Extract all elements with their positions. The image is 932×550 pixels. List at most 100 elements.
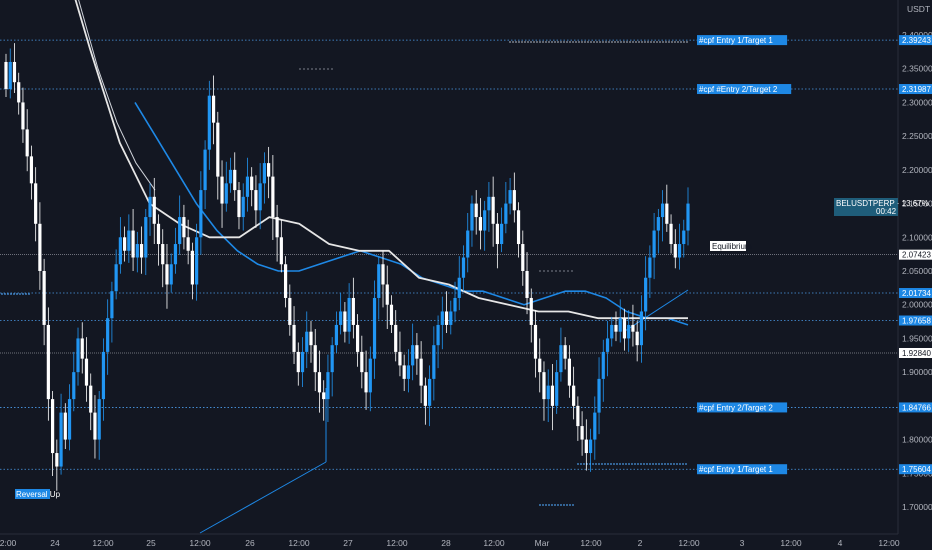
dot-marker [652, 463, 654, 465]
candle-body [38, 223, 42, 271]
dot-marker [13, 293, 15, 295]
dot-marker [587, 41, 589, 43]
candle-body [665, 203, 669, 224]
candle-body [470, 203, 474, 231]
candle-body [372, 297, 377, 359]
candle-body [182, 217, 186, 238]
candle-body [165, 264, 169, 285]
candle-body [241, 196, 245, 218]
dot-marker [571, 270, 573, 272]
candle-body [292, 324, 296, 352]
dot-marker [557, 41, 559, 43]
dot-marker [581, 41, 583, 43]
candle-body [601, 351, 605, 379]
dot-marker [670, 463, 672, 465]
x-tick-label: 12:00 [878, 538, 900, 548]
candle-body [440, 311, 444, 325]
candle-body [453, 297, 457, 312]
dot-marker [566, 504, 568, 506]
dot-marker [653, 41, 655, 43]
dot-marker [307, 68, 309, 70]
x-axis-ticks: 2:00 24 12:00 25 12:00 26 12:00 27 12:00 28 12:00 M… [0, 538, 900, 548]
level-price-text: 2.07423 [902, 251, 931, 260]
y-tick-label: 1.90000 [902, 367, 932, 377]
dot-marker [604, 463, 606, 465]
x-tick-label: 2 [638, 538, 643, 548]
candle-body [89, 385, 93, 413]
dot-marker [650, 41, 652, 43]
level-price-text: 1.84766 [902, 403, 931, 412]
level-note-tag [697, 84, 792, 95]
candle-body [563, 345, 567, 359]
dot-marker [539, 270, 541, 272]
x-tick-label: 12:00 [189, 538, 211, 548]
dot-marker [661, 463, 663, 465]
dot-marker [601, 463, 603, 465]
candle-body [326, 372, 330, 400]
dot-marker [577, 463, 579, 465]
dot-marker [566, 41, 568, 43]
candle-body [355, 324, 360, 352]
candle-body [300, 351, 305, 373]
dot-marker [641, 41, 643, 43]
y-tick-label: 2.05000 [902, 266, 932, 276]
candle-body [224, 183, 228, 204]
dot-marker [637, 463, 639, 465]
candle-body [42, 271, 46, 325]
candle-body [271, 176, 275, 218]
dot-marker [575, 41, 577, 43]
candle-body [59, 412, 63, 467]
level-price-text: 1.92840 [902, 349, 931, 358]
dot-marker [569, 41, 571, 43]
dot-marker [647, 41, 649, 43]
level-note-text: #cpf #Entry 2/Target 2 [699, 85, 778, 94]
candle-body [330, 345, 334, 373]
candle-body [17, 82, 21, 103]
candle-body [597, 378, 601, 413]
dot-marker [623, 41, 625, 43]
dot-marker [605, 41, 607, 43]
candle-body [673, 244, 677, 258]
candle-body [398, 351, 402, 366]
dot-marker [19, 293, 21, 295]
dot-marker [683, 41, 685, 43]
candle-body [444, 311, 449, 325]
candle-body [250, 176, 254, 191]
dot-marker [622, 463, 624, 465]
dot-marker [7, 293, 9, 295]
x-tick-label: 12:00 [780, 538, 802, 548]
candle-body [389, 304, 394, 325]
dot-marker [596, 41, 598, 43]
candle-body [55, 453, 59, 467]
candle-body [34, 183, 38, 224]
candle-body [334, 324, 339, 346]
candle-body [364, 372, 368, 393]
dot-marker [646, 463, 648, 465]
x-tick-label: 12:00 [92, 538, 114, 548]
y-tick-label: 1.95000 [902, 333, 932, 343]
dot-marker [686, 41, 688, 43]
x-tick-label: Mar [535, 538, 550, 548]
candle-body [572, 385, 576, 406]
candle-body [343, 311, 347, 332]
candle-body [516, 210, 521, 245]
dot-marker [616, 463, 618, 465]
candle-body [101, 351, 106, 400]
candle-body [432, 345, 436, 379]
dot-marker [649, 463, 651, 465]
candle-body [275, 217, 279, 238]
dot-marker [572, 41, 574, 43]
candle-body [118, 237, 122, 265]
x-tick-label: 4 [838, 538, 843, 548]
level-lines [0, 39, 898, 470]
dot-marker [1, 293, 3, 295]
price-level-labels: 2.39243 2.31987 2.07423 2.01734 1.97658 1.928… [899, 35, 932, 475]
candle-body [474, 203, 478, 218]
dot-marker [551, 41, 553, 43]
candle-body [546, 385, 550, 400]
dot-marker [25, 293, 27, 295]
candle-body [186, 237, 190, 251]
dot-marker [629, 41, 631, 43]
x-tick-label: 2:00 [0, 538, 17, 548]
